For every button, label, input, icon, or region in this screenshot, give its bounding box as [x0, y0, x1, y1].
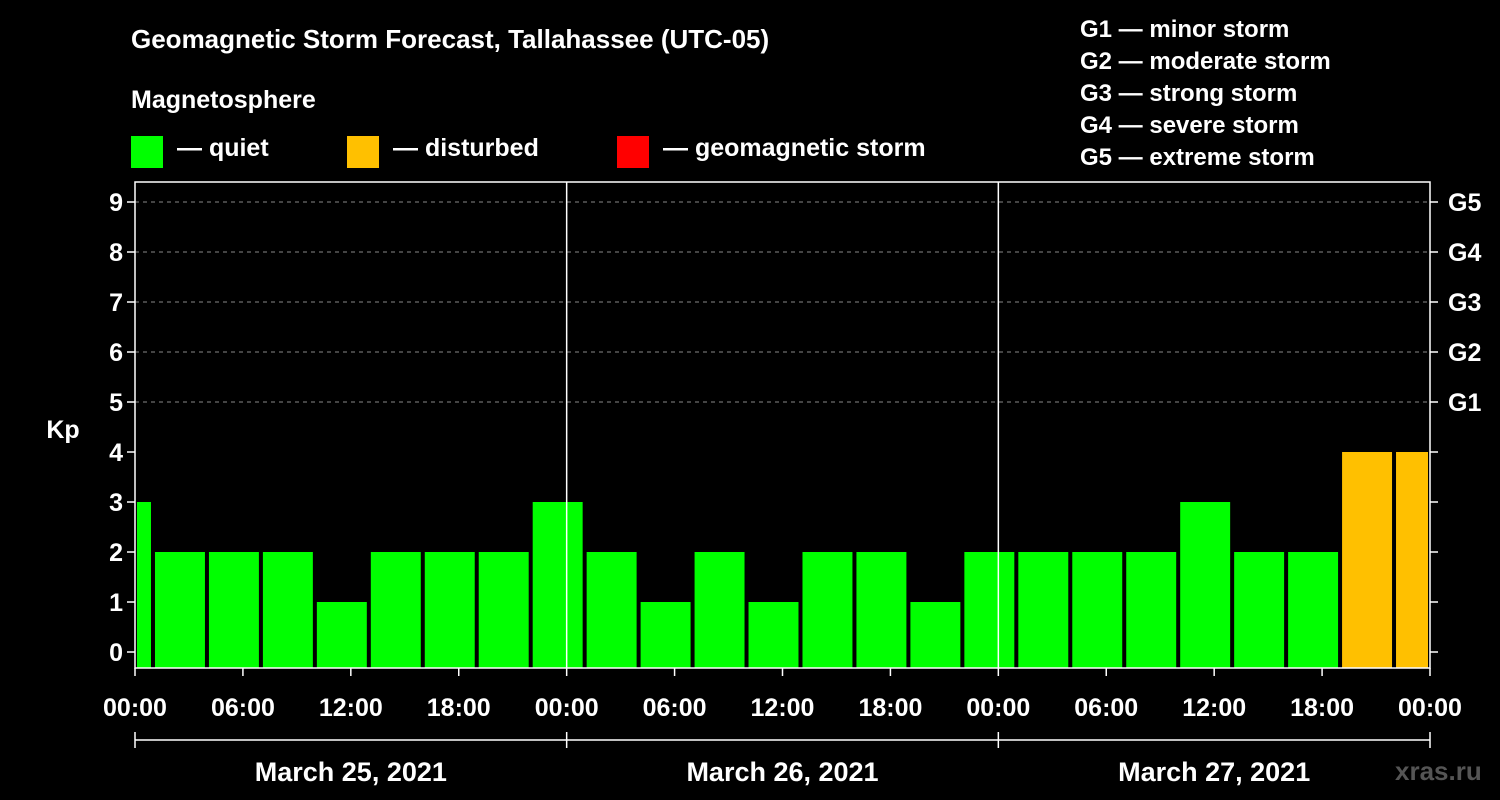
kp-bar-1 [154, 552, 205, 668]
x-tick-label: 06:00 [211, 694, 275, 722]
y-tick-label: 9 [109, 189, 123, 217]
y-tick-label: 0 [109, 639, 123, 667]
legend-swatch-storm [617, 136, 649, 168]
x-tick-label: 12:00 [319, 694, 383, 722]
kp-bar-5 [370, 552, 421, 668]
y-tick-label: 1 [109, 589, 123, 617]
kp-bar-9 [586, 552, 637, 668]
kp-bar-21 [1234, 552, 1285, 668]
legend-label-storm: — geomagnetic storm [663, 134, 926, 162]
chart-title: Geomagnetic Storm Forecast, Tallahassee … [131, 24, 770, 54]
y-tick-label: 6 [109, 339, 123, 367]
date-label: March 26, 2021 [686, 757, 878, 787]
x-tick-label: 18:00 [427, 694, 491, 722]
x-tick-label: 18:00 [1290, 694, 1354, 722]
x-tick-label: 18:00 [858, 694, 922, 722]
kp-bar-14 [856, 552, 907, 668]
kp-bar-8 [532, 502, 583, 668]
legend-swatch-quiet [131, 136, 163, 168]
kp-bar-17 [1018, 552, 1069, 668]
x-tick-label: 00:00 [1398, 694, 1462, 722]
kp-bar-24 [1396, 452, 1428, 668]
storm-scale-g1: G1 — minor storm [1080, 16, 1290, 43]
x-tick-label: 06:00 [643, 694, 707, 722]
kp-bar-0 [137, 502, 151, 668]
kp-bar-7 [478, 552, 529, 668]
y-axis-label: Kp [46, 416, 79, 444]
storm-scale-g2: G2 — moderate storm [1080, 48, 1331, 75]
x-tick-label: 00:00 [535, 694, 599, 722]
y-tick-label: 4 [109, 439, 123, 467]
kp-bar-13 [802, 552, 853, 668]
kp-bar-20 [1180, 502, 1231, 668]
date-label: March 25, 2021 [255, 757, 447, 787]
date-label: March 27, 2021 [1118, 757, 1310, 787]
storm-scale-g3: G3 — strong storm [1080, 80, 1298, 107]
y-tick-label: 3 [109, 489, 123, 517]
kp-bar-10 [640, 602, 691, 668]
x-tick-label: 06:00 [1074, 694, 1138, 722]
kp-bar-15 [910, 602, 961, 668]
right-axis-label-g3: G3 [1448, 289, 1481, 317]
storm-scale-legend: G1 — minor storm G2 — moderate storm G3 … [1080, 14, 1331, 174]
x-tick-label: 00:00 [966, 694, 1030, 722]
y-tick-label: 7 [109, 289, 123, 317]
kp-bar-2 [208, 552, 259, 668]
watermark: xras.ru [1395, 756, 1482, 786]
kp-bar-19 [1126, 552, 1177, 668]
y-tick-label: 2 [109, 539, 123, 567]
legend-swatch-disturbed [347, 136, 379, 168]
right-axis-label-g5: G5 [1448, 189, 1481, 217]
x-tick-label: 12:00 [1182, 694, 1246, 722]
kp-bar-22 [1288, 552, 1339, 668]
kp-bar-4 [316, 602, 367, 668]
right-axis-label-g4: G4 [1448, 239, 1481, 267]
storm-scale-g5: G5 — extreme storm [1080, 144, 1315, 171]
legend-label-quiet: — quiet [177, 134, 269, 162]
y-tick-label: 8 [109, 239, 123, 267]
kp-bar-16 [964, 552, 1015, 668]
kp-bar-3 [262, 552, 313, 668]
x-tick-label: 12:00 [751, 694, 815, 722]
x-tick-label: 00:00 [103, 694, 167, 722]
kp-bar-18 [1072, 552, 1123, 668]
right-axis-label-g1: G1 [1448, 389, 1481, 417]
legend-label-disturbed: — disturbed [393, 134, 539, 162]
kp-bar-12 [748, 602, 799, 668]
kp-bar-23 [1342, 452, 1393, 668]
y-tick-label: 5 [109, 389, 123, 417]
kp-bar-6 [424, 552, 475, 668]
storm-scale-g4: G4 — severe storm [1080, 112, 1299, 139]
legend-subtitle: Magnetosphere [131, 86, 316, 114]
right-axis-label-g2: G2 [1448, 339, 1481, 367]
kp-bar-11 [694, 552, 745, 668]
